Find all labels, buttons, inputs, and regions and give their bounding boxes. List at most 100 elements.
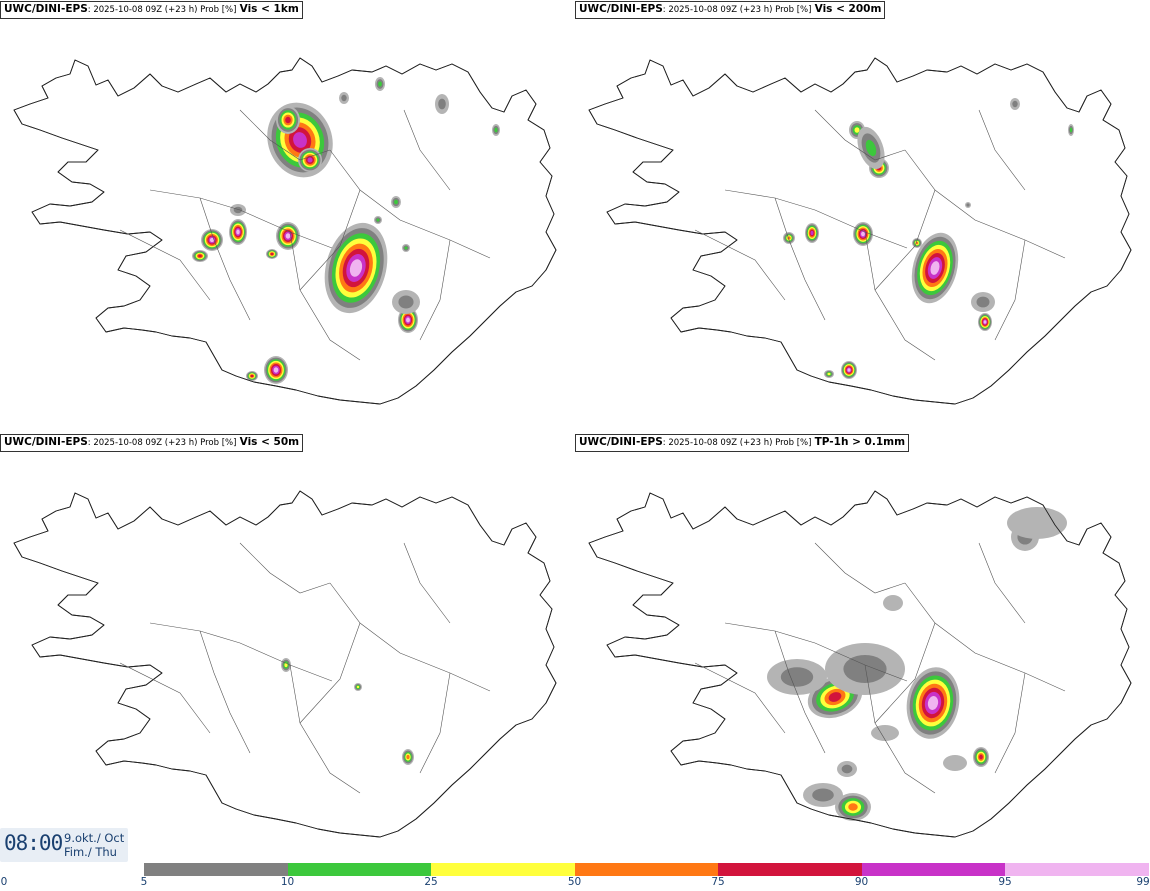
- region-border: [403, 109, 451, 191]
- valid-time: 08:00: [4, 831, 63, 855]
- colorbar-tick-label: 0: [0, 876, 8, 888]
- region-border: [329, 149, 491, 259]
- probability-contour: [494, 127, 498, 133]
- probability-field: [767, 507, 1067, 821]
- title-variable: Vis < 1km: [239, 3, 299, 15]
- panel-title: UWC/DINI-EPS: 2025-10-08 09Z (+23 h) Pro…: [0, 1, 303, 19]
- valid-date-line2: Fim./ Thu: [64, 845, 117, 859]
- probability-contour: [233, 206, 243, 214]
- probability-contour: [438, 98, 446, 110]
- probability-contour: [356, 685, 360, 689]
- probability-contour: [848, 803, 858, 811]
- region-border: [978, 542, 1026, 624]
- region-border: [724, 189, 908, 249]
- probability-contour: [1007, 507, 1067, 539]
- probability-contour: [930, 261, 940, 275]
- region-border: [874, 622, 936, 724]
- probability-contour: [404, 246, 408, 250]
- region-border: [864, 231, 936, 361]
- title-variable: Vis < 50m: [239, 436, 300, 448]
- title-source: UWC/DINI-EPS: [579, 436, 663, 448]
- title-source: UWC/DINI-EPS: [579, 3, 663, 15]
- probability-contour: [284, 662, 288, 668]
- region-border: [299, 189, 361, 291]
- region-border: [149, 189, 333, 249]
- region-border: [199, 197, 251, 321]
- region-border: [239, 109, 331, 161]
- region-border: [904, 149, 1066, 259]
- probability-contour: [398, 295, 414, 309]
- map-panel-vis-1km: UWC/DINI-EPS: 2025-10-08 09Z (+23 h) Pro…: [0, 0, 575, 433]
- probability-contour: [979, 754, 983, 760]
- map-panel-precip: UWC/DINI-EPS: 2025-10-08 09Z (+23 h) Pro…: [575, 433, 1150, 866]
- colorbar-segment: [718, 863, 862, 876]
- title-meta: : 2025-10-08 09Z (+23 h) Prob [%]: [87, 438, 237, 448]
- region-border: [119, 662, 211, 734]
- probability-field: [281, 658, 414, 765]
- colorbar-tick-label: 25: [424, 876, 438, 888]
- probability-field: [192, 77, 500, 384]
- region-border: [994, 239, 1026, 341]
- colorbar-tick-label: 75: [711, 876, 725, 888]
- coastline-outline: [13, 57, 557, 405]
- region-border: [874, 189, 936, 291]
- colorbar-segment: [144, 863, 288, 876]
- coastline-outline: [13, 490, 557, 838]
- region-border: [419, 672, 451, 774]
- probability-contour: [828, 692, 842, 702]
- probability-contour: [976, 296, 990, 308]
- title-variable: Vis < 200m: [814, 3, 882, 15]
- probability-contour: [966, 203, 970, 207]
- probability-contour: [927, 696, 939, 710]
- probability-contour: [861, 231, 865, 237]
- region-border: [149, 622, 333, 682]
- probability-contour: [307, 157, 313, 163]
- probability-contour: [871, 725, 899, 741]
- colorbar-segment: [861, 863, 1005, 876]
- iceland-map: [588, 490, 1132, 838]
- map-panel-vis-50m: UWC/DINI-EPS: 2025-10-08 09Z (+23 h) Pro…: [0, 433, 575, 866]
- probability-contour: [376, 218, 380, 222]
- probability-contour: [209, 237, 215, 243]
- probability-contour: [250, 374, 254, 378]
- coastline-outline: [588, 490, 1132, 838]
- iceland-map: [588, 57, 1132, 405]
- probability-contour: [854, 127, 860, 133]
- region-border: [904, 582, 1066, 692]
- probability-contour: [285, 116, 291, 124]
- coastline-outline: [588, 57, 1132, 405]
- probability-contour: [285, 233, 291, 239]
- probability-contour: [394, 199, 398, 205]
- colorbar-segment: [431, 863, 575, 876]
- probability-contour: [1069, 127, 1073, 133]
- region-border: [299, 622, 361, 724]
- probability-contour: [943, 755, 967, 771]
- region-border: [774, 630, 826, 754]
- probability-contour: [983, 320, 987, 324]
- probability-contour: [883, 595, 903, 611]
- region-border: [724, 622, 908, 682]
- iceland-map: [13, 57, 557, 405]
- probability-contour: [273, 367, 279, 373]
- region-border: [403, 542, 451, 624]
- region-border: [119, 229, 211, 301]
- probability-contour: [827, 372, 831, 376]
- region-border: [774, 197, 826, 321]
- map-panel-vis-200m: UWC/DINI-EPS: 2025-10-08 09Z (+23 h) Pro…: [575, 0, 1150, 433]
- probability-contour: [270, 252, 274, 256]
- colorbar-segment: [574, 863, 718, 876]
- region-border: [239, 542, 331, 594]
- probability-field: [783, 98, 1074, 379]
- probability-contour: [812, 788, 834, 802]
- probability-contour: [810, 230, 814, 236]
- probability-contour: [865, 139, 877, 157]
- region-border: [864, 664, 936, 794]
- probability-contour: [293, 132, 307, 148]
- probability-contour: [236, 229, 240, 235]
- region-border: [978, 109, 1026, 191]
- colorbar-tick-label: 90: [854, 876, 869, 888]
- colorbar-tick-label: 95: [998, 876, 1012, 888]
- region-border: [329, 582, 491, 692]
- probability-contour: [406, 754, 410, 760]
- panel-title: UWC/DINI-EPS: 2025-10-08 09Z (+23 h) Pro…: [575, 434, 910, 452]
